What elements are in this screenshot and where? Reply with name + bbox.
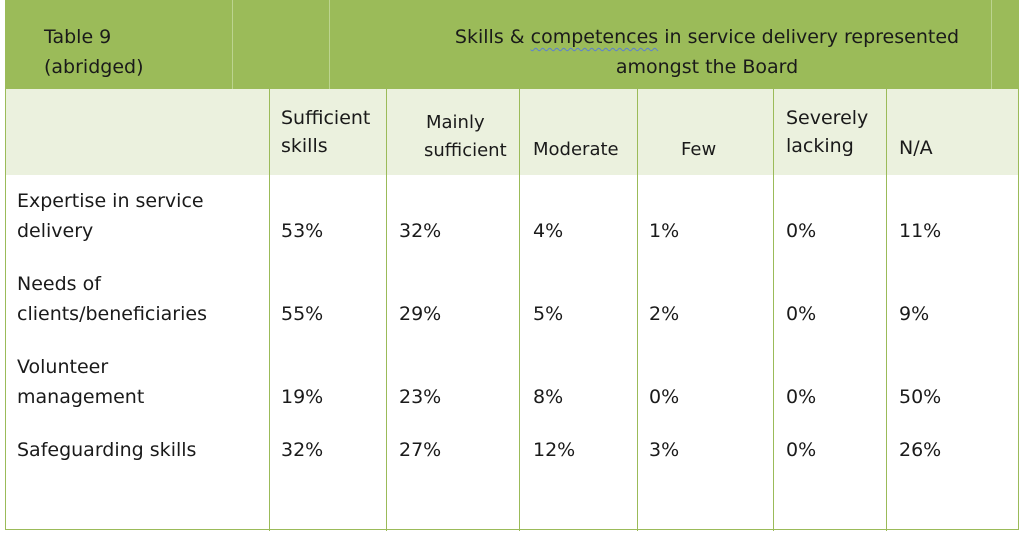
- column-divider: [886, 89, 887, 531]
- column-divider: [519, 89, 520, 531]
- caption-spellcheck-word: competences: [530, 26, 659, 48]
- table-cell: 0%: [786, 303, 817, 325]
- caption-prefix: Skills &: [454, 26, 531, 48]
- column-header-line: skills: [281, 135, 328, 157]
- table-caption-line1: Skills & competences in service delivery…: [395, 22, 1019, 52]
- column-header-line: sufficient: [424, 140, 507, 161]
- table-cell: 0%: [649, 386, 680, 408]
- column-header-line: lacking: [786, 135, 854, 157]
- table-cell: 4%: [533, 220, 564, 242]
- column-header-line: Sufficient: [281, 107, 371, 129]
- row-label-volunteer: Volunteer management: [17, 352, 144, 412]
- row-label-line: delivery: [17, 220, 94, 242]
- table-cell: 0%: [786, 439, 817, 461]
- column-divider: [386, 89, 387, 531]
- table-label-line1: Table 9: [44, 26, 112, 48]
- table-cell: 11%: [899, 220, 942, 242]
- row-label-line: management: [17, 386, 145, 408]
- column-divider: [773, 89, 774, 531]
- table-caption-line2: amongst the Board: [615, 56, 799, 78]
- table-cell: 29%: [399, 303, 442, 325]
- table-cell: 55%: [281, 303, 324, 325]
- table-cell: 50%: [899, 386, 942, 408]
- table-bottom-border: [5, 529, 1019, 530]
- row-label-expertise: Expertise in service delivery: [17, 186, 204, 246]
- table-cell: 1%: [649, 220, 680, 242]
- column-header-mainly-sufficient: Mainly sufficient: [424, 109, 507, 165]
- table-cell: 32%: [281, 439, 324, 461]
- row-label-line: Needs of: [17, 273, 101, 295]
- table-cell: 23%: [399, 386, 442, 408]
- table-cell: 26%: [899, 439, 942, 461]
- table-cell: 12%: [533, 439, 576, 461]
- column-divider: [637, 89, 638, 531]
- table-cell: 5%: [533, 303, 564, 325]
- title-divider: [232, 0, 233, 89]
- row-label-safeguarding: Safeguarding skills: [17, 439, 197, 461]
- table-cell: 0%: [786, 220, 817, 242]
- table-cell: 19%: [281, 386, 324, 408]
- table-border: [5, 0, 1019, 530]
- column-header-moderate: Moderate: [533, 139, 619, 160]
- column-header-line: Mainly: [426, 112, 485, 133]
- table-cell: 3%: [649, 439, 680, 461]
- table-cell: 9%: [899, 303, 930, 325]
- row-label-line: clients/beneficiaries: [17, 303, 207, 325]
- table-cell: 2%: [649, 303, 680, 325]
- title-divider: [329, 0, 330, 89]
- row-label-line: Expertise in service: [17, 190, 204, 212]
- table-cell: 27%: [399, 439, 442, 461]
- column-header-few: Few: [681, 139, 717, 160]
- caption-suffix: in service delivery represented: [658, 26, 960, 48]
- column-header-na: N/A: [899, 137, 933, 159]
- row-label-line: Volunteer: [17, 356, 109, 378]
- column-header-sufficient: Sufficient skills: [281, 104, 370, 160]
- column-divider: [269, 89, 270, 531]
- table-cell: 0%: [786, 386, 817, 408]
- title-divider: [991, 0, 992, 89]
- row-label-needs: Needs of clients/beneficiaries: [17, 269, 207, 329]
- table-label-line2: (abridged): [44, 56, 144, 78]
- table-label: Table 9 (abridged): [44, 22, 144, 82]
- column-header-severely-lacking: Severely lacking: [786, 104, 868, 160]
- table-cell: 32%: [399, 220, 442, 242]
- column-header-band: [5, 89, 1019, 175]
- table-cell: 8%: [533, 386, 564, 408]
- column-header-line: Severely: [786, 107, 869, 129]
- table-title-bar: [5, 0, 1019, 89]
- table-cell: 53%: [281, 220, 324, 242]
- table-caption: Skills & competences in service delivery…: [395, 22, 1019, 82]
